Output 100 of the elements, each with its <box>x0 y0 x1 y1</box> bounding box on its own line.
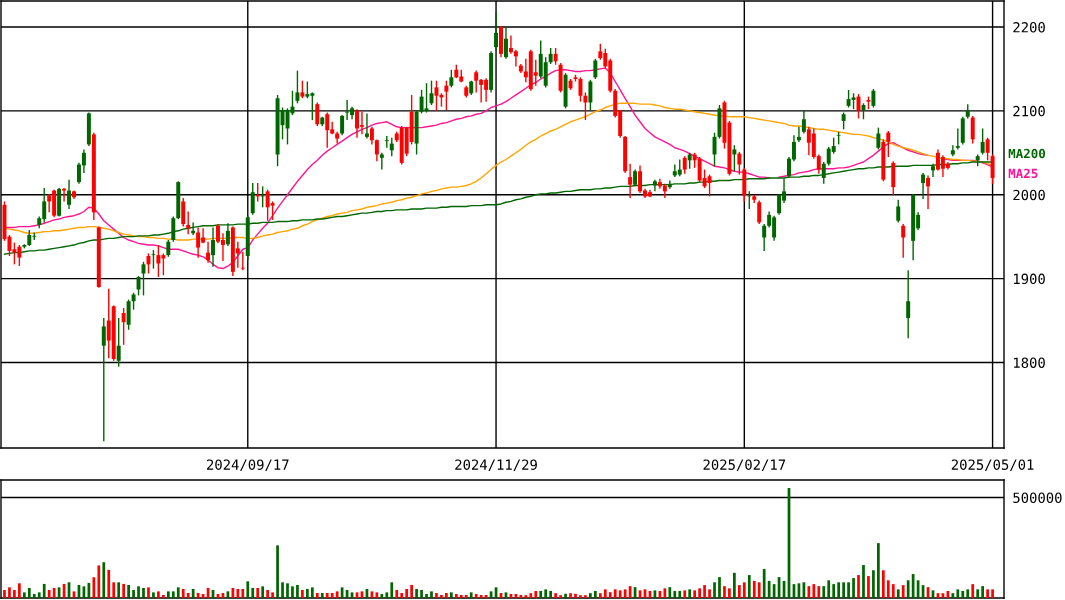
bar <box>842 582 845 598</box>
candlestick <box>116 317 121 368</box>
bar <box>569 593 572 598</box>
candlestick <box>181 197 186 228</box>
candlestick <box>62 187 67 203</box>
bar <box>608 592 612 598</box>
bar <box>857 575 860 598</box>
bar <box>191 588 195 598</box>
candlestick <box>985 137 990 162</box>
bar <box>896 589 900 598</box>
x-tick-label: 2024/11/29 <box>455 459 537 472</box>
bar <box>817 586 821 598</box>
bar <box>757 582 761 598</box>
candlestick <box>364 112 369 140</box>
bar <box>767 580 771 598</box>
bar <box>335 591 339 598</box>
bar <box>37 592 41 598</box>
candlestick <box>543 56 548 89</box>
bar <box>157 591 160 598</box>
bar <box>171 591 175 598</box>
bar <box>296 584 299 598</box>
bar <box>564 593 567 598</box>
bar <box>400 592 404 598</box>
bar <box>728 588 731 598</box>
y-tick-label: 1800 <box>1014 357 1045 368</box>
x-tick-label: 2024/09/17 <box>207 459 289 472</box>
bar <box>181 588 185 598</box>
bar <box>991 589 994 598</box>
bar <box>147 587 150 598</box>
bar <box>152 592 155 598</box>
bar <box>891 584 895 598</box>
bar <box>534 590 538 598</box>
bar <box>137 586 140 598</box>
bar <box>27 587 31 598</box>
bar <box>445 592 448 598</box>
bar <box>464 594 468 598</box>
candlestick <box>762 223 767 252</box>
candlestick <box>757 199 762 225</box>
x-tick-label: 2025/05/01 <box>951 459 1034 472</box>
series-label: MA25 <box>1008 168 1038 179</box>
bar <box>281 582 284 598</box>
candlestick <box>325 111 330 149</box>
candlestick <box>121 307 126 346</box>
candlestick <box>921 172 926 200</box>
candlestick <box>513 48 518 68</box>
bar <box>112 582 116 598</box>
candlestick <box>990 153 995 185</box>
candlestick <box>240 251 245 271</box>
bar <box>678 590 682 598</box>
candlestick <box>156 244 161 278</box>
bar <box>430 591 433 598</box>
bar <box>872 570 875 598</box>
bar <box>986 589 989 598</box>
candlestick <box>474 69 479 94</box>
candlestick <box>578 76 583 103</box>
bar <box>261 586 265 598</box>
bar <box>107 569 111 598</box>
bar <box>390 582 394 598</box>
candlestick <box>707 173 712 198</box>
bar <box>271 592 274 598</box>
bar <box>737 585 741 598</box>
bar <box>877 543 880 598</box>
bar <box>385 592 389 598</box>
bar <box>310 587 314 598</box>
candlestick <box>225 222 230 247</box>
bar <box>598 593 602 598</box>
bar <box>549 590 553 598</box>
bar <box>117 582 121 598</box>
bar <box>241 588 245 598</box>
bar <box>603 589 607 598</box>
bar <box>47 589 51 598</box>
bar <box>837 582 841 598</box>
candlestick <box>384 135 389 149</box>
candlestick <box>76 162 81 185</box>
bar <box>554 593 557 598</box>
bar <box>966 589 970 598</box>
bar <box>425 593 428 598</box>
bar <box>589 593 592 598</box>
y-tick-label: 2200 <box>1013 22 1045 33</box>
bar <box>673 590 677 598</box>
candlestick <box>345 99 350 121</box>
y-tick-label: 2000 <box>1013 189 1045 201</box>
candlestick <box>801 110 806 135</box>
candlestick <box>737 151 742 176</box>
candlestick <box>876 126 881 151</box>
candlestick <box>906 269 911 339</box>
bar <box>762 569 766 598</box>
bar <box>454 593 458 598</box>
bar <box>8 587 11 598</box>
candlestick <box>955 127 960 151</box>
bar <box>956 589 960 598</box>
bar <box>742 582 746 598</box>
candlestick <box>628 163 633 199</box>
candlestick <box>926 174 931 210</box>
bar <box>13 589 16 598</box>
bar <box>395 589 399 598</box>
bar <box>901 585 905 598</box>
bar <box>415 588 418 598</box>
bar <box>574 593 577 598</box>
y-tick-label: 1900 <box>1014 273 1045 285</box>
